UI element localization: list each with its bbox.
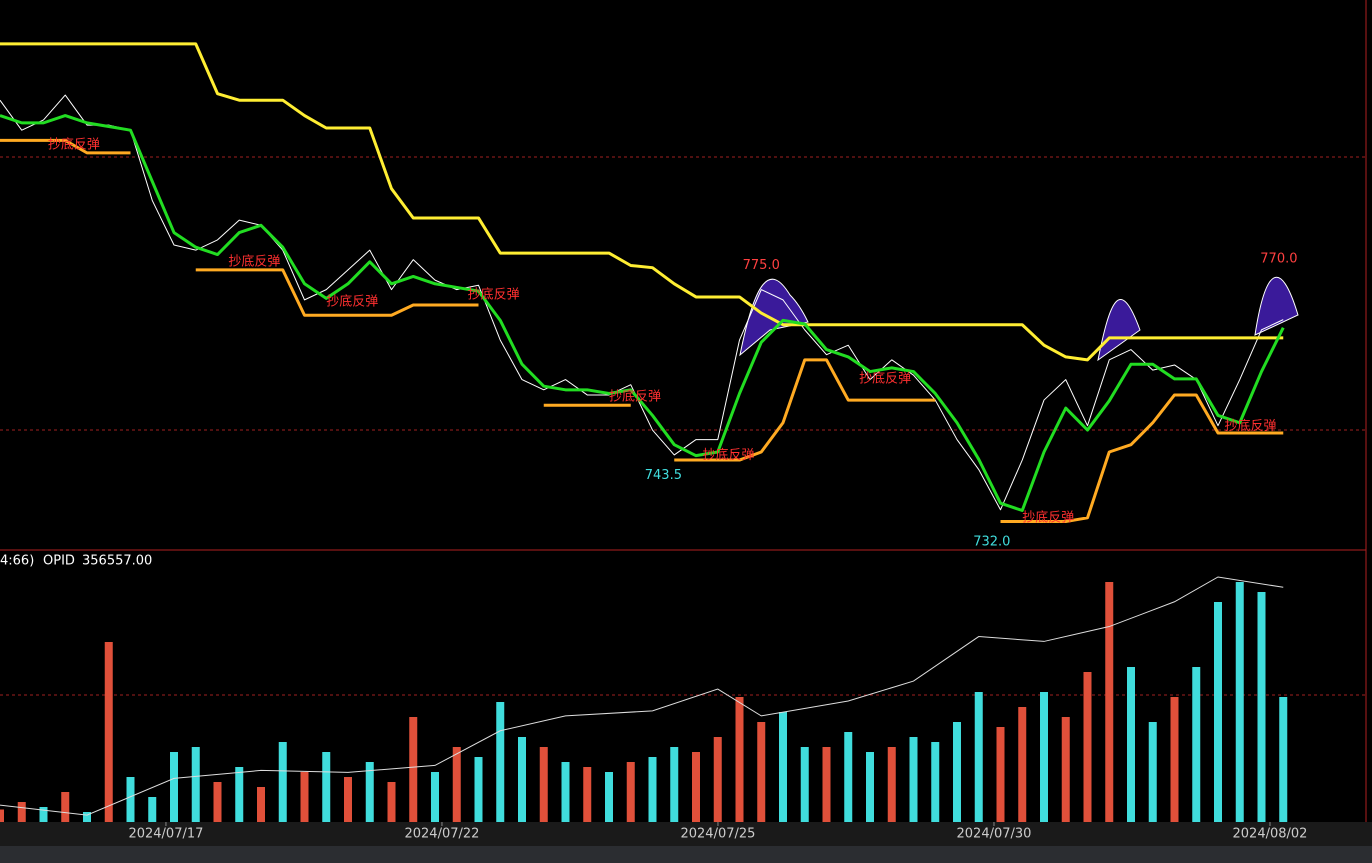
annotation: 抄底反弹 xyxy=(859,370,911,386)
annotation: 抄底反弹 xyxy=(1225,418,1277,434)
volume-bar xyxy=(191,747,200,822)
volume-bar xyxy=(996,727,1005,822)
volume-bar xyxy=(626,762,635,822)
peak-fill xyxy=(1254,276,1299,336)
volume-bar xyxy=(83,812,91,822)
volume-bar xyxy=(496,702,505,822)
volume-bar xyxy=(735,697,744,822)
volume-bar xyxy=(170,752,178,822)
series-line xyxy=(0,42,1284,362)
volume-bar xyxy=(800,747,809,822)
volume-bar xyxy=(1257,592,1266,822)
x-tick-label: 2024/07/30 xyxy=(957,827,1032,842)
volume-bar xyxy=(1214,602,1222,822)
annotation: 抄底反弹 xyxy=(228,253,280,269)
volume-bar xyxy=(779,712,787,822)
volume-bar xyxy=(235,767,244,822)
opid-value: 356557.00 xyxy=(82,554,152,569)
volume-bar xyxy=(866,752,874,822)
annotation: 743.5 xyxy=(645,468,682,483)
annotation: 抄底反弹 xyxy=(1022,509,1074,525)
volume-bar xyxy=(1040,692,1048,822)
volume-bar xyxy=(1018,707,1027,822)
volume-bar xyxy=(648,757,657,822)
x-tick-label: 2024/07/17 xyxy=(128,827,203,842)
volume-bar xyxy=(670,747,679,822)
volume-bar xyxy=(561,762,570,822)
volume-bar xyxy=(1105,582,1114,822)
series-line xyxy=(0,138,1284,523)
date-bar xyxy=(0,822,1372,846)
volume-bar xyxy=(257,787,265,822)
status-bar xyxy=(0,846,1372,863)
volume-bar xyxy=(974,692,983,822)
annotation: 775.0 xyxy=(743,258,780,273)
volume-bar xyxy=(713,737,722,822)
volume-bar xyxy=(583,767,592,822)
volume-bar xyxy=(278,742,287,822)
volume-bar xyxy=(1192,667,1201,822)
x-tick-label: 2024/07/25 xyxy=(680,827,755,842)
volume-bar xyxy=(1148,722,1157,822)
volume-bar xyxy=(17,802,26,822)
volume-bar xyxy=(452,747,461,822)
annotation: 抄底反弹 xyxy=(468,286,520,302)
volume-bar xyxy=(1061,717,1070,822)
volume-bar xyxy=(322,752,331,822)
volume-bar xyxy=(474,757,483,822)
volume-bar xyxy=(1127,667,1135,822)
volume-bar xyxy=(213,782,222,822)
volume-bar xyxy=(605,772,613,822)
volume-bar xyxy=(300,772,309,822)
x-tick-label: 2024/08/02 xyxy=(1233,827,1308,842)
opid-line xyxy=(0,576,1284,816)
volume-bar xyxy=(518,737,526,822)
volume-bar xyxy=(1235,582,1244,822)
x-tick-label: 2024/07/22 xyxy=(404,827,479,842)
volume-bar xyxy=(409,717,418,822)
volume-bar xyxy=(887,747,896,822)
annotation: 770.0 xyxy=(1260,251,1297,266)
volume-bar xyxy=(387,782,396,822)
volume-bar xyxy=(61,792,70,822)
volume-bar xyxy=(953,722,961,822)
volume-bar xyxy=(909,737,918,822)
annotation: 抄底反弹 xyxy=(609,389,661,405)
volume-bar xyxy=(1170,697,1179,822)
annotation: 抄底反弹 xyxy=(326,294,378,310)
volume-bar xyxy=(104,642,113,822)
peak-fill xyxy=(1097,298,1141,362)
volume-bar xyxy=(0,809,4,822)
volume-bar xyxy=(757,722,766,822)
series-line xyxy=(0,114,1285,513)
volume-bar xyxy=(539,747,548,822)
volume-bar xyxy=(39,807,48,822)
volume-bar xyxy=(931,742,940,822)
volume-bar xyxy=(344,777,352,822)
volume-bar xyxy=(692,752,700,822)
volume-bar xyxy=(431,772,439,822)
volume-bar xyxy=(148,797,157,822)
annotation: 732.0 xyxy=(973,534,1010,549)
volume-bar xyxy=(1083,672,1092,822)
annotation: 抄底反弹 xyxy=(703,447,755,463)
volume-bar xyxy=(844,732,853,822)
volume-bar xyxy=(126,777,135,822)
volume-bar xyxy=(365,762,374,822)
volume-bar xyxy=(1279,697,1288,822)
opid-name: OPID xyxy=(43,554,75,569)
series-line xyxy=(0,94,1284,511)
volume-bar xyxy=(822,747,831,822)
opid-prefix: 4:66) xyxy=(0,554,34,569)
annotation: 抄底反弹 xyxy=(48,136,100,152)
